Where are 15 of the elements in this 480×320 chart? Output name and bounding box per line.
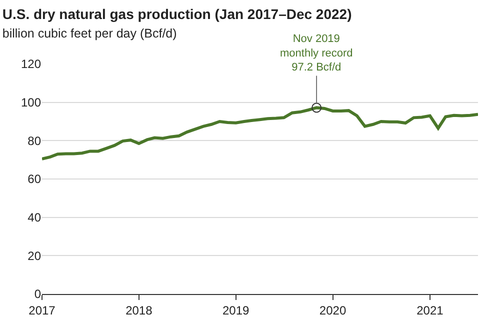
y-tick-label: 100 bbox=[20, 96, 42, 110]
annotation: Nov 2019 monthly record 97.2 Bcf/d bbox=[280, 33, 353, 74]
y-tick-label: 60 bbox=[28, 172, 42, 186]
y-tick-label: 0 bbox=[34, 287, 42, 302]
y-tick-label: 40 bbox=[28, 210, 42, 225]
y-tick-label: 20 bbox=[28, 248, 42, 263]
chart-subtitle: billion cubic feet per day (Bcf/d) bbox=[2, 26, 177, 40]
chart-title: U.S. dry natural gas production (Jan 2017–Dec 2022) bbox=[2, 6, 352, 22]
x-tick-label: 2020 bbox=[319, 303, 346, 318]
x-tick-label: 2017 bbox=[28, 303, 56, 318]
x-tick-label: 2018 bbox=[126, 303, 153, 318]
y-tick-label: 80 bbox=[28, 134, 42, 148]
x-tick-label: 2019 bbox=[222, 303, 250, 318]
x-tick-label: 2021 bbox=[416, 303, 444, 318]
y-tick-label: 120 bbox=[20, 57, 42, 72]
